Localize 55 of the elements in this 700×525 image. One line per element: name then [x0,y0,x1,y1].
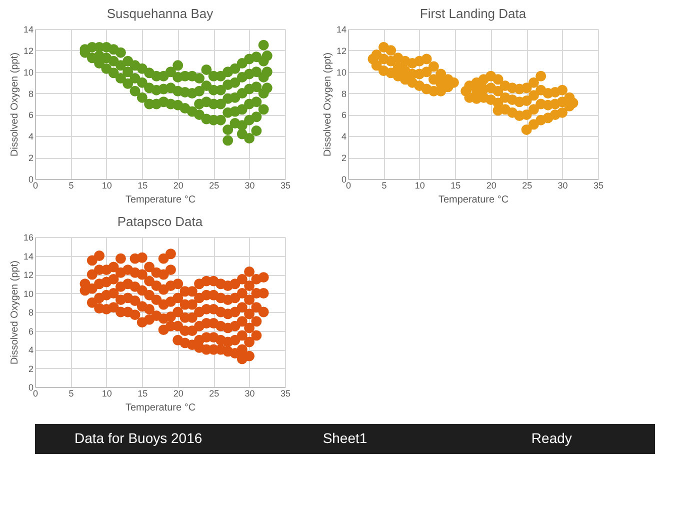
x-tick-label: 20 [486,180,496,190]
y-tick-label: 6 [28,326,34,336]
y-tick-label: 10 [336,67,346,78]
x-tick-label: 10 [102,180,112,190]
x-tick-label: 35 [280,180,291,190]
text: Sheet1 [322,430,368,446]
x-axis-title: Temperature °C [438,194,509,206]
y-tick-label: 8 [28,88,34,99]
x-tick-label: 15 [450,180,461,190]
y-tick-label: 14 [23,24,34,34]
x-tick-label: 5 [382,180,387,190]
x-tick-label: 25 [209,180,220,190]
x-tick-label: 35 [593,180,604,190]
y-tick-label: 12 [23,270,34,280]
y-tick-label: 4 [28,132,34,142]
chart-title: Patapsco Data [117,214,204,229]
text: Ready [531,430,572,446]
y-tick-label: 16 [23,232,34,242]
x-tick-label: 30 [244,388,255,398]
y-axis-title: Dissolved Oxygen (ppt) [322,52,334,156]
x-axis-title: Temperature °C [125,194,196,206]
y-tick-label: 6 [341,110,346,120]
x-tick-label: 30 [244,180,255,190]
y-tick-label: 4 [28,345,34,355]
y-tick-label: 10 [23,67,34,78]
chart-title: First Landing Data [420,6,527,21]
x-tick-label: 5 [68,388,74,398]
x-axis-title: Temperature °C [125,402,196,414]
x-tick-label: 35 [280,388,291,398]
x-tick-label: 25 [209,388,220,398]
x-tick-label: 30 [558,180,568,190]
x-tick-label: 25 [522,180,532,190]
y-axis-title: Dissolved Oxygen (ppt) [9,52,20,156]
x-tick-label: 10 [102,388,112,398]
x-tick-label: 20 [173,388,184,398]
y-tick-label: 2 [28,153,34,164]
y-tick-label: 12 [23,46,34,56]
y-tick-label: 6 [28,110,34,120]
text: Data for Buoys 2016 [74,430,202,446]
x-tick-label: 15 [138,180,148,190]
y-tick-label: 2 [28,364,34,374]
y-tick-label: 12 [336,46,346,56]
y-tick-label: 4 [341,132,346,142]
y-axis-title: Dissolved Oxygen (ppt) [9,260,20,364]
x-tick-label: 10 [414,180,425,190]
x-tick-label: 20 [173,180,184,190]
y-tick-label: 2 [341,153,346,164]
chart-title: Susquehanna Bay [106,6,214,21]
y-tick-label: 10 [23,288,34,299]
y-tick-label: 8 [28,308,34,318]
y-tick-label: 14 [23,251,34,262]
y-tick-label: 14 [336,24,346,34]
x-tick-label: 15 [138,388,148,398]
x-tick-label: 5 [68,180,74,190]
y-tick-label: 8 [341,88,346,99]
